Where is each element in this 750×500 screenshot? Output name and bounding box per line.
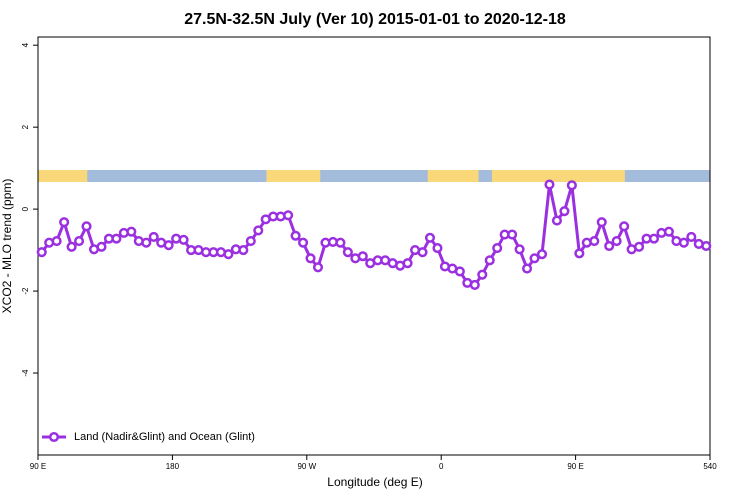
x-tick-label: 540 — [703, 462, 717, 471]
point — [701, 240, 712, 252]
land-band — [491, 170, 625, 182]
land-band — [427, 170, 479, 182]
point — [566, 180, 577, 191]
point — [529, 253, 540, 264]
y-tick-label: 0 — [21, 206, 30, 211]
y-axis-label: XCO2 - MLO trend (ppm) — [0, 179, 14, 314]
point — [619, 221, 630, 232]
y-tick-label: 2 — [21, 124, 30, 129]
point — [290, 230, 301, 241]
point — [402, 258, 413, 269]
point — [36, 247, 47, 258]
point — [648, 233, 660, 244]
point — [663, 226, 674, 237]
point — [522, 263, 533, 274]
point — [74, 236, 85, 247]
land-band — [266, 170, 321, 182]
point — [686, 231, 697, 243]
land-band — [38, 170, 88, 182]
point — [611, 236, 622, 247]
point — [283, 210, 294, 221]
y-tick-label: 4 — [21, 42, 30, 47]
point — [298, 237, 309, 248]
point — [51, 236, 62, 247]
point — [357, 251, 368, 262]
point — [589, 236, 600, 247]
point — [335, 237, 346, 248]
point — [148, 231, 159, 243]
point — [634, 241, 645, 252]
point — [59, 217, 70, 228]
point — [305, 253, 316, 264]
point — [163, 240, 174, 251]
point — [551, 215, 562, 226]
point — [604, 240, 615, 252]
point — [514, 244, 525, 255]
point — [126, 226, 137, 237]
x-axis-label: Longitude (deg E) — [327, 475, 422, 489]
point — [432, 242, 443, 254]
point — [223, 249, 234, 260]
point — [454, 266, 465, 277]
point — [536, 249, 548, 260]
point — [477, 269, 488, 280]
chart-title: 27.5N-32.5N July (Ver 10) 2015-01-01 to … — [184, 11, 566, 28]
point — [417, 247, 428, 258]
series-line — [40, 184, 707, 287]
point — [596, 217, 607, 228]
legend-label: Land (Nadir&Glint) and Ocean (Glint) — [74, 431, 255, 443]
point — [559, 206, 570, 217]
x-tick-label: 90 E — [567, 462, 583, 471]
point — [312, 262, 324, 273]
x-tick-label: 90 W — [297, 462, 316, 471]
point — [574, 248, 585, 259]
point — [141, 237, 152, 248]
legend-marker — [48, 431, 60, 443]
point — [544, 179, 555, 190]
point — [253, 225, 264, 236]
point — [66, 241, 77, 252]
point — [469, 279, 480, 290]
point — [111, 233, 122, 244]
point — [492, 242, 503, 254]
x-tick-label: 90 E — [30, 462, 46, 471]
x-tick-label: 180 — [166, 462, 180, 471]
point — [507, 229, 518, 240]
point — [245, 236, 256, 247]
x-tick-label: 0 — [439, 462, 444, 471]
y-tick-label: -4 — [21, 369, 30, 377]
point — [484, 255, 495, 266]
point — [342, 247, 353, 258]
point — [81, 221, 92, 232]
point — [96, 241, 107, 252]
y-tick-label: -2 — [21, 287, 30, 295]
point — [238, 245, 249, 256]
point — [678, 237, 689, 248]
point — [424, 232, 436, 243]
point — [178, 234, 189, 245]
